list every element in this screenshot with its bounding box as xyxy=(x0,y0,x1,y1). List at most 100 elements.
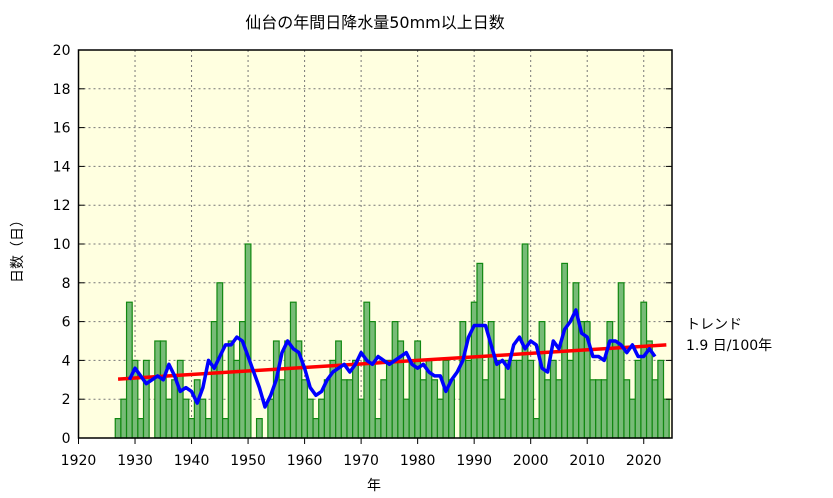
bar xyxy=(470,301,478,439)
bar xyxy=(374,418,382,439)
bar xyxy=(346,379,354,439)
bar xyxy=(606,321,614,439)
bar xyxy=(142,359,150,439)
bar xyxy=(385,359,393,439)
bar xyxy=(617,282,625,439)
x-axis-label: 年 xyxy=(367,478,381,494)
bar xyxy=(380,379,388,439)
x-tick-label: 1970 xyxy=(343,453,379,469)
y-tick-label: 10 xyxy=(53,237,71,253)
bar xyxy=(255,418,263,439)
y-tick-label: 8 xyxy=(62,276,71,292)
y-tick-label: 18 xyxy=(53,82,71,98)
bar xyxy=(244,243,252,439)
bar xyxy=(436,398,444,439)
bar xyxy=(205,418,212,439)
bar xyxy=(549,359,557,439)
bar xyxy=(578,321,585,439)
bar xyxy=(600,379,608,439)
bar xyxy=(589,379,597,439)
bar xyxy=(391,321,399,439)
bar xyxy=(193,379,201,439)
bar xyxy=(510,359,518,439)
bar xyxy=(499,398,506,439)
bar xyxy=(125,301,133,439)
x-tick-label: 1950 xyxy=(230,453,266,469)
bar xyxy=(352,359,359,439)
x-tick-label: 1990 xyxy=(456,453,492,469)
chart-title: 仙台の年間日降水量50mm以上日数 xyxy=(245,13,505,32)
bar xyxy=(368,321,376,439)
bar xyxy=(504,359,512,439)
bar xyxy=(301,379,309,439)
y-tick-label: 4 xyxy=(62,353,71,369)
bar xyxy=(222,418,229,439)
bar xyxy=(323,379,331,439)
bars xyxy=(114,243,670,439)
bar xyxy=(182,398,190,439)
bar xyxy=(629,398,636,439)
bar xyxy=(408,359,416,439)
x-tick-label: 1940 xyxy=(174,453,210,469)
x-tick-label: 1980 xyxy=(400,453,436,469)
trend-value: 1.9 日/100年 xyxy=(686,338,772,354)
x-tick-label: 1920 xyxy=(61,453,97,469)
bar xyxy=(159,340,167,439)
running-mean-line xyxy=(127,308,657,409)
bar xyxy=(363,301,371,439)
y-tick-label: 20 xyxy=(53,43,71,59)
bar xyxy=(414,340,422,439)
bar xyxy=(402,398,410,439)
bar xyxy=(595,379,602,439)
bar xyxy=(357,398,365,439)
y-tick-label: 14 xyxy=(53,159,71,175)
x-tick-label: 2020 xyxy=(626,453,662,469)
bar xyxy=(465,359,472,439)
bar xyxy=(335,340,342,439)
axes: 0 2 4 6 8 10 12 14 16 18 20 1920 1930 1940 1950 1960 197… xyxy=(53,43,672,469)
y-axis-label: 日数（日） xyxy=(10,213,26,283)
y-tick-label: 16 xyxy=(53,121,71,137)
bar xyxy=(267,398,275,439)
bar xyxy=(318,398,325,439)
bar xyxy=(137,418,145,439)
bar xyxy=(482,379,489,439)
bar xyxy=(555,379,563,439)
bar xyxy=(662,398,670,439)
bar xyxy=(538,321,546,439)
bar xyxy=(544,379,552,439)
bar xyxy=(199,398,207,439)
bar xyxy=(306,398,314,439)
bar xyxy=(651,379,659,439)
bar xyxy=(459,321,467,439)
bar xyxy=(532,418,540,439)
bar xyxy=(476,262,484,439)
trend-label: トレンド xyxy=(686,317,742,333)
bar xyxy=(448,379,455,439)
bar xyxy=(176,359,184,439)
x-tick-label: 2010 xyxy=(569,453,605,469)
bar xyxy=(114,418,122,439)
y-tick-label: 0 xyxy=(62,431,71,447)
y-tick-label: 2 xyxy=(62,392,71,408)
bar xyxy=(278,379,286,439)
x-tick-label: 2000 xyxy=(513,453,549,469)
bar xyxy=(284,340,292,439)
bar xyxy=(527,359,535,439)
bar xyxy=(312,418,320,439)
bar xyxy=(493,359,501,439)
bar xyxy=(566,359,574,439)
bar xyxy=(340,379,348,439)
bar xyxy=(120,398,128,439)
bar xyxy=(289,301,297,439)
bar xyxy=(657,359,665,439)
bar xyxy=(419,379,427,439)
x-tick-label: 1960 xyxy=(287,453,323,469)
bar xyxy=(442,359,450,439)
y-tick-label: 12 xyxy=(53,198,71,214)
y-tick-label: 6 xyxy=(62,315,71,331)
bar xyxy=(645,340,653,439)
bar xyxy=(154,340,162,439)
bar xyxy=(171,379,179,439)
